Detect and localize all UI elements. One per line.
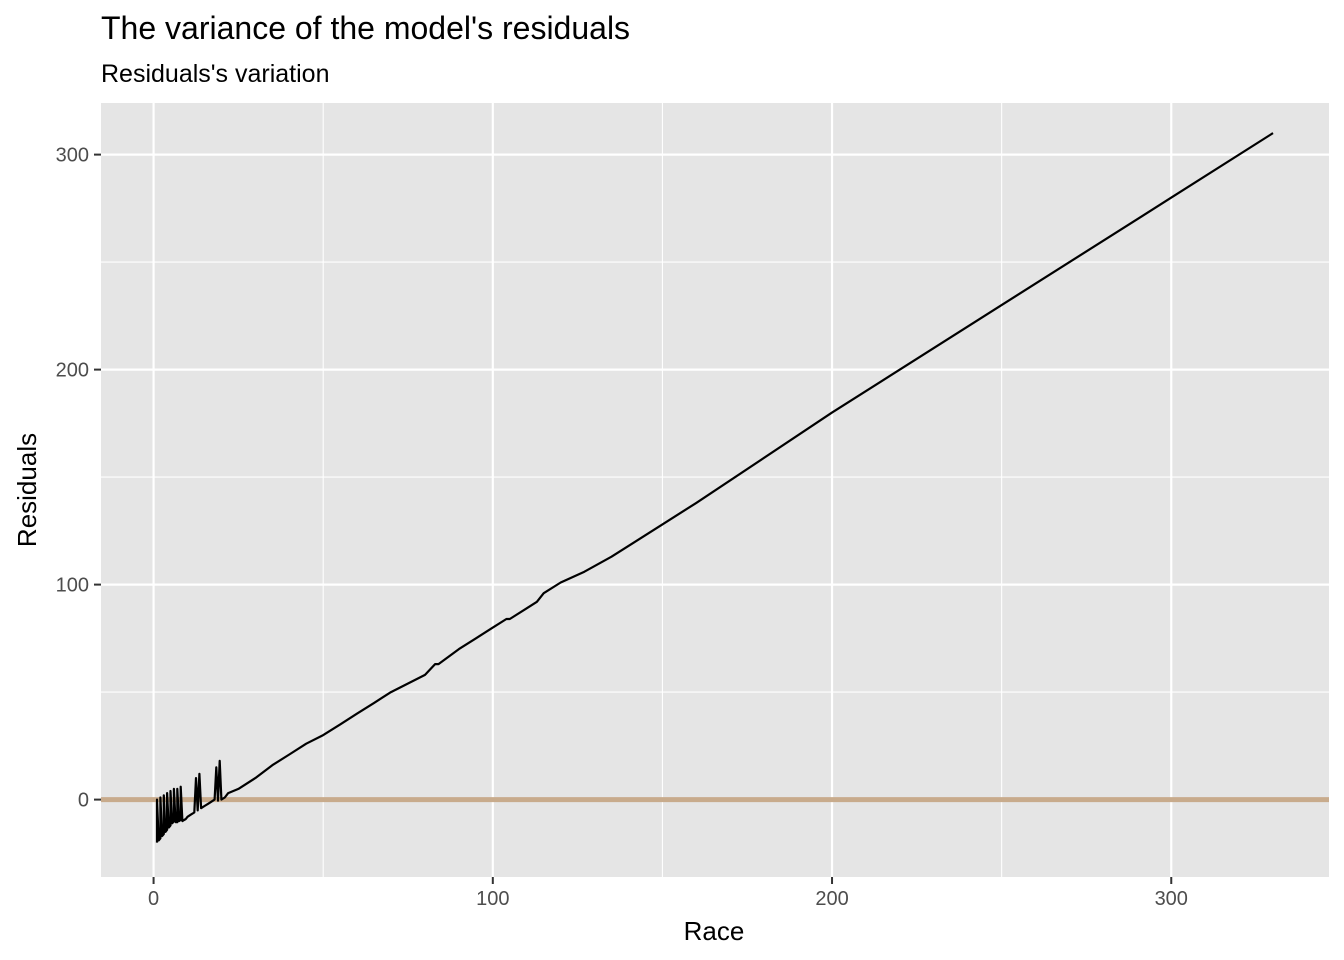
x-tick-label: 100 [476,888,509,910]
x-tick-label: 0 [148,888,159,910]
y-tick-label: 300 [56,145,89,167]
residuals-series-line [155,132,1274,843]
chart-title: The variance of the model's residuals [101,10,630,46]
y-tick-label: 0 [78,790,89,812]
x-tick-label: 200 [815,888,848,910]
y-axis-ticks: 0 100 200 300 [56,145,101,812]
y-tick-label: 200 [56,360,89,382]
x-axis-ticks: 0 100 200 300 [148,877,1188,910]
minor-gridlines [101,103,1329,877]
x-tick-label: 300 [1155,888,1188,910]
chart-subtitle: Residuals's variation [101,60,330,88]
x-axis-title: Race [684,916,745,946]
y-axis-title: Residuals [12,433,42,547]
y-tick-label: 100 [56,575,89,597]
